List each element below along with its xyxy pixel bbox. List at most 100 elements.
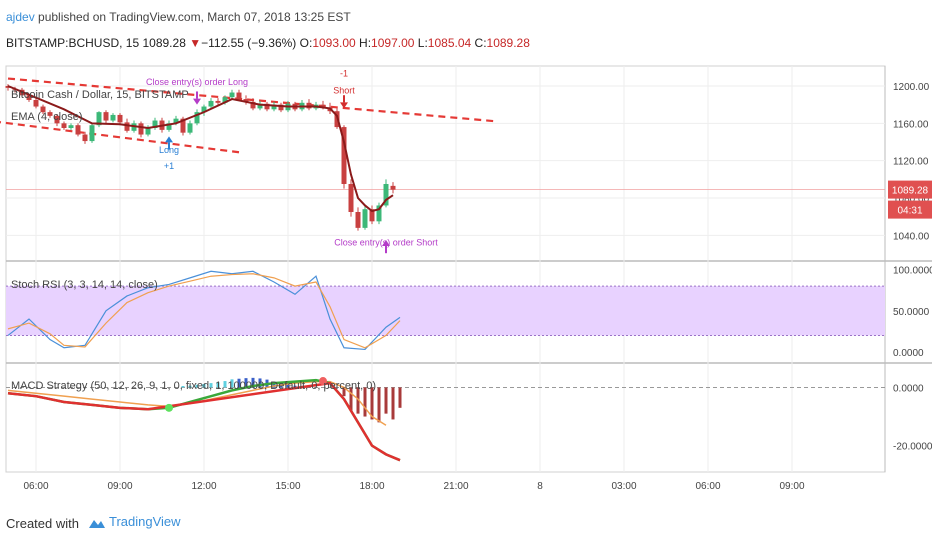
candle-body xyxy=(229,92,235,98)
candle-body xyxy=(96,112,102,126)
candle-body xyxy=(75,125,81,135)
macd-histogram-bar xyxy=(237,378,241,388)
signal-label: Short xyxy=(333,85,355,95)
signal-line xyxy=(7,380,387,426)
macd-histogram-bar xyxy=(356,387,360,414)
last-price: 1089.28 xyxy=(142,36,186,50)
candle-body xyxy=(341,127,347,184)
candle-body xyxy=(348,184,354,212)
stoch-rsi-title: Stoch RSI (3, 3, 14, 14, close) xyxy=(11,279,158,291)
tradingview-logo-icon xyxy=(89,519,105,528)
macd-histogram-bar xyxy=(377,387,381,423)
candle-body xyxy=(278,104,284,111)
ema-study-label: EMA (4, close) xyxy=(11,111,83,123)
trendline xyxy=(0,121,240,154)
macd-cross-marker xyxy=(165,403,173,412)
macd-histogram-bar xyxy=(391,387,395,420)
candle-body xyxy=(376,205,382,222)
candle-body xyxy=(103,112,109,121)
candle-body xyxy=(201,106,207,113)
macd-histogram-bar xyxy=(223,381,227,388)
x-tick-label: 09:00 xyxy=(107,481,132,492)
x-tick-label: 06:00 xyxy=(695,481,720,492)
macd-histogram-bar xyxy=(384,387,388,414)
macd-histogram-bar xyxy=(209,383,213,388)
price-change: −112.55 (−9.36%) xyxy=(201,36,297,50)
tradingview-brand[interactable]: TradingView xyxy=(88,514,181,529)
chart-header: ajdev published on TradingView.com, Marc… xyxy=(0,0,932,60)
candle-body xyxy=(68,125,74,128)
candle-body xyxy=(33,100,39,107)
candle-body xyxy=(117,114,123,123)
signal-label: -1 xyxy=(340,69,348,79)
candle-body xyxy=(54,115,60,124)
candle-body xyxy=(355,212,361,228)
rsi-tick-label: 50.0000 xyxy=(893,307,930,318)
candle-body xyxy=(250,101,256,109)
low-value: 1085.04 xyxy=(427,36,472,50)
candle-body xyxy=(383,184,389,206)
macd-histogram-bar xyxy=(216,382,220,388)
macd-histogram-bar xyxy=(286,384,290,388)
stoch-rsi-line xyxy=(7,273,401,349)
signal-label: Close entry(s) order Long xyxy=(146,77,248,87)
macd-tick-label: -20.0000 xyxy=(893,442,932,453)
candle-body xyxy=(243,99,249,102)
candle-body xyxy=(257,103,263,109)
x-tick-label: 12:00 xyxy=(191,481,216,492)
close-value: 1089.28 xyxy=(486,36,530,50)
macd-histogram-bar xyxy=(272,381,276,388)
macd-histogram-bar xyxy=(342,387,346,397)
macd-histogram-bar xyxy=(251,377,255,388)
candle-body xyxy=(61,123,67,128)
macd-line-bearish xyxy=(7,381,401,462)
countdown-tag-text: 04:31 xyxy=(897,206,922,217)
symbol-name: BITSTAMP:BCHUSD, 15 xyxy=(6,36,140,50)
x-tick-label: 06:00 xyxy=(23,481,48,492)
signal-arrow-icon xyxy=(382,240,390,246)
macd-histogram-bar xyxy=(244,378,248,388)
candle-body xyxy=(180,118,186,133)
x-tick-label: 03:00 xyxy=(611,481,636,492)
candle-body xyxy=(369,209,375,222)
x-tick-label: 21:00 xyxy=(443,481,468,492)
x-tick-label: 15:00 xyxy=(275,481,300,492)
close-label: C: xyxy=(474,36,487,50)
candle-body xyxy=(390,185,396,190)
tradingview-label: TradingView xyxy=(109,514,181,529)
signal-arrow-icon xyxy=(193,98,201,105)
candle-body xyxy=(187,123,193,133)
candle-body xyxy=(82,134,88,142)
down-arrow-icon: ▼ xyxy=(189,36,202,50)
author-link[interactable]: ajdev xyxy=(6,10,35,24)
symbol-line: BITSTAMP:BCHUSD, 15 1089.28 ▼−112.55 (−9… xyxy=(6,36,530,50)
x-tick-label: 09:00 xyxy=(779,481,804,492)
candle-body xyxy=(26,95,32,100)
candle-body xyxy=(236,92,242,100)
candle-body xyxy=(271,104,277,110)
signal-label: Long xyxy=(159,145,179,155)
candle-body xyxy=(215,100,221,103)
macd-histogram-bar xyxy=(181,386,185,388)
rsi-band xyxy=(6,286,885,336)
candle-body xyxy=(145,128,151,135)
macd-histogram-bar xyxy=(293,385,297,388)
macd-histogram-bar xyxy=(363,387,367,417)
price-tick-label: 1160.00 xyxy=(893,119,929,130)
candle-body xyxy=(110,114,116,121)
macd-cross-marker xyxy=(319,377,327,386)
x-tick-label: 8 xyxy=(537,481,543,492)
candle-body xyxy=(47,112,53,116)
candle-body xyxy=(320,104,326,108)
high-value: 1097.00 xyxy=(371,36,415,50)
open-label: O: xyxy=(299,36,313,50)
macd-histogram-bar xyxy=(370,387,374,420)
chart-area[interactable]: 06:00 09:00 12:00 15:00 18:00 21:00 8 03:00 06:0… xyxy=(0,60,932,498)
price-tick-label: 1120.00 xyxy=(893,157,929,168)
candle-body xyxy=(166,123,172,130)
rsi-tick-label: 0.0000 xyxy=(893,348,924,359)
x-tick-label: 18:00 xyxy=(359,481,384,492)
price-tick-label: 1080.00 xyxy=(893,194,930,205)
last-price-tag-text: 1089.28 xyxy=(892,186,929,197)
candle-body xyxy=(40,106,46,113)
